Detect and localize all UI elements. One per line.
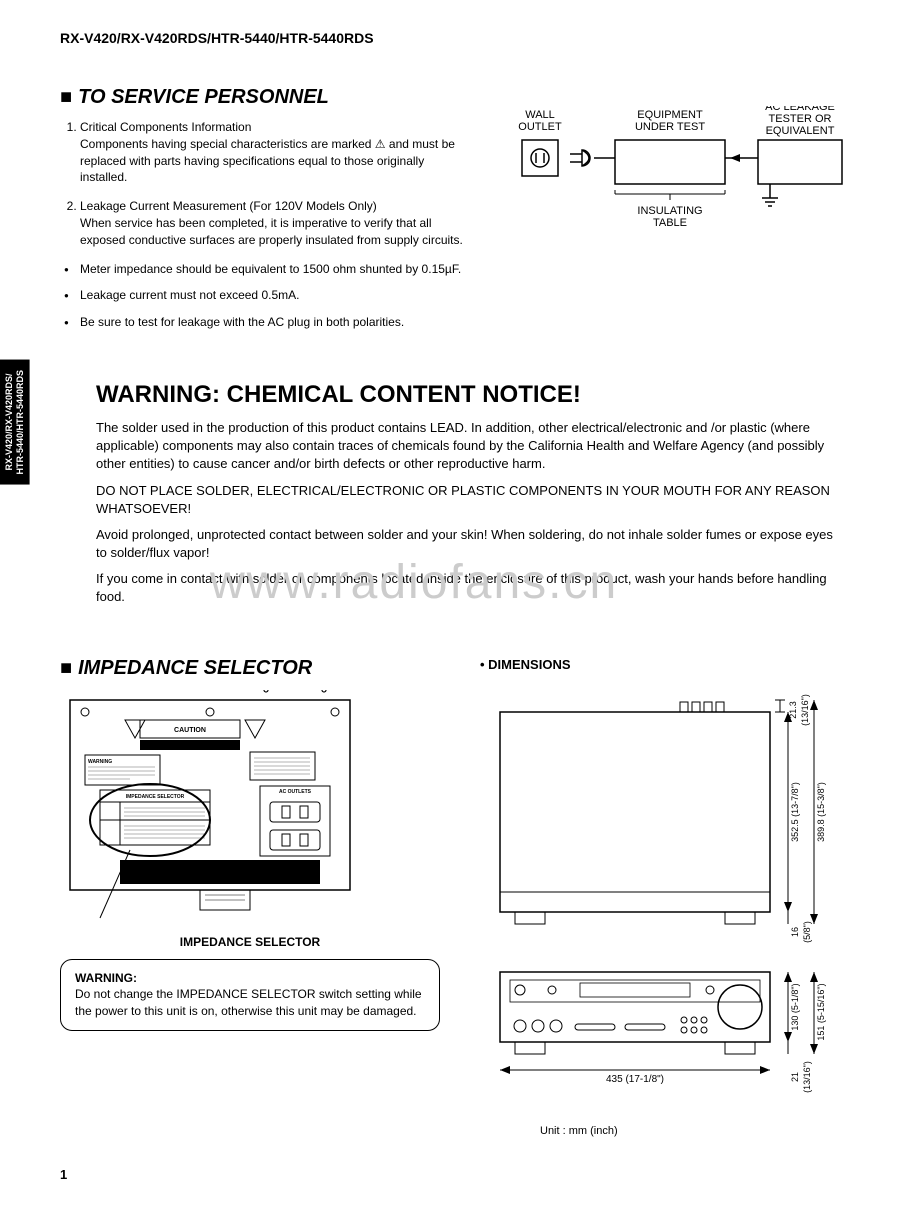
- svg-text:CAUTION: CAUTION: [174, 727, 206, 734]
- service-item-1: Critical Components Information Componen…: [80, 119, 470, 186]
- svg-text:TABLE: TABLE: [653, 217, 687, 229]
- svg-text:TESTER OR: TESTER OR: [769, 113, 832, 125]
- service-item-2-body: When service has been completed, it is i…: [80, 216, 463, 247]
- service-ordered-list: Critical Components Information Componen…: [60, 119, 470, 249]
- side-tab: RX-V420/RX-V420RDS/ HTR-5440/HTR-5440RDS: [0, 360, 30, 485]
- service-title-text: TO SERVICE PERSONNEL: [78, 86, 329, 108]
- page-number: 1: [60, 1167, 860, 1182]
- warning-box-text: Do not change the IMPEDANCE SELECTOR swi…: [75, 987, 422, 1018]
- impedance-panel-diagram: CAUTION WARNING: [60, 690, 360, 920]
- unit-label: Unit : mm (inch): [540, 1125, 860, 1137]
- bullet-1: Meter impedance should be equivalent to …: [80, 261, 470, 278]
- svg-text:EQUIVALENT: EQUIVALENT: [766, 125, 835, 137]
- bullet-3: Be sure to test for leakage with the AC …: [80, 314, 470, 331]
- svg-text:389.8 (15-3/8"): 389.8 (15-3/8"): [816, 782, 826, 842]
- impedance-title: ■IMPEDANCE SELECTOR: [60, 657, 440, 680]
- svg-text:AC LEAKAGE: AC LEAKAGE: [765, 106, 835, 113]
- side-tab-line2: HTR-5440/HTR-5440RDS: [15, 370, 25, 475]
- leakage-test-diagram: WALL OUTLET EQUIPMENT UNDER TEST AC LEAK…: [500, 106, 860, 246]
- svg-text:21: 21: [790, 1072, 800, 1082]
- service-item-2: Leakage Current Measurement (For 120V Mo…: [80, 198, 470, 248]
- svg-text:WARNING: WARNING: [88, 759, 112, 765]
- svg-text:16: 16: [790, 927, 800, 937]
- side-tab-line1: RX-V420/RX-V420RDS/: [4, 374, 14, 471]
- header-model: RX-V420/RX-V420RDS/HTR-5440/HTR-5440RDS: [60, 30, 860, 46]
- impedance-title-text: IMPEDANCE SELECTOR: [78, 657, 312, 679]
- dimensions-diagram: 21.3 (13/16") 352.5 (13-7/8") 389.8 (15-…: [480, 682, 840, 1112]
- svg-text:EQUIPMENT: EQUIPMENT: [637, 109, 703, 121]
- chemical-warning-section: WARNING: CHEMICAL CONTENT NOTICE! The so…: [96, 381, 840, 607]
- svg-text:WALL: WALL: [525, 109, 555, 121]
- dimensions-title: • DIMENSIONS: [480, 657, 860, 672]
- svg-text:151 (5-15/16"): 151 (5-15/16"): [816, 983, 826, 1040]
- service-item-1-heading: Critical Components Information: [80, 120, 251, 134]
- svg-text:(13/16"): (13/16"): [800, 694, 810, 726]
- warning-p3: Avoid prolonged, unprotected contact bet…: [96, 526, 840, 562]
- svg-text:IMPEDANCE SELECTOR: IMPEDANCE SELECTOR: [126, 794, 185, 800]
- impedance-warning-box: WARNING: Do not change the IMPEDANCE SEL…: [60, 959, 440, 1031]
- svg-text:INSULATING: INSULATING: [637, 205, 702, 217]
- bullet-2: Leakage current must not exceed 0.5mA.: [80, 287, 470, 304]
- service-bullet-list: Meter impedance should be equivalent to …: [60, 261, 470, 331]
- service-title: ■TO SERVICE PERSONNEL: [60, 86, 470, 109]
- impedance-label: IMPEDANCE SELECTOR: [60, 935, 440, 949]
- warning-p4: If you come in contact with solder or co…: [96, 570, 840, 606]
- svg-text:UNDER TEST: UNDER TEST: [635, 121, 705, 133]
- service-item-2-heading: Leakage Current Measurement (For 120V Mo…: [80, 199, 377, 213]
- warning-p2: DO NOT PLACE SOLDER, ELECTRICAL/ELECTRON…: [96, 482, 840, 518]
- svg-text:(13/16"): (13/16"): [802, 1061, 812, 1093]
- svg-text:AC OUTLETS: AC OUTLETS: [279, 789, 312, 795]
- service-item-1-body: Components having special characteristic…: [80, 137, 455, 185]
- svg-text:352.5 (13-7/8"): 352.5 (13-7/8"): [790, 782, 800, 842]
- svg-text:OUTLET: OUTLET: [518, 121, 562, 133]
- warning-title: WARNING: CHEMICAL CONTENT NOTICE!: [96, 381, 840, 409]
- svg-text:(5/8"): (5/8"): [802, 921, 812, 943]
- warning-box-label: WARNING:: [75, 971, 137, 985]
- warning-p1: The solder used in the production of thi…: [96, 419, 840, 474]
- svg-text:130 (5-1/8"): 130 (5-1/8"): [790, 983, 800, 1030]
- svg-text:435 (17-1/8"): 435 (17-1/8"): [606, 1074, 664, 1085]
